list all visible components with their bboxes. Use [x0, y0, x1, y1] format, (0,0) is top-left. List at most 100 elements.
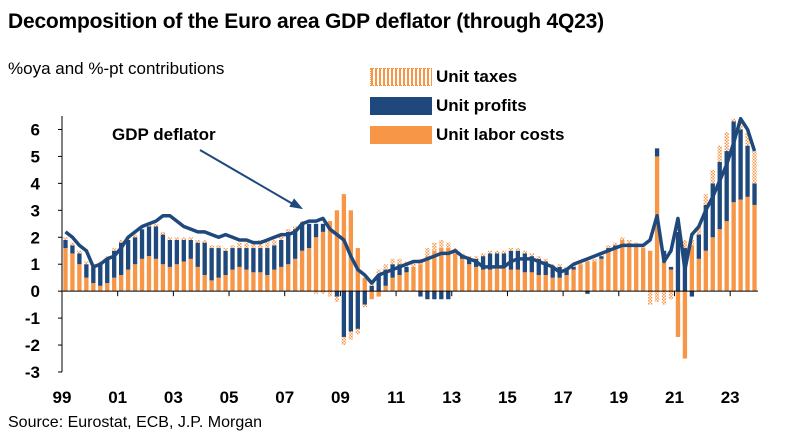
legend-item-taxes: Unit taxes: [370, 62, 564, 91]
bar-unit-labor-costs: [146, 256, 152, 292]
bar-unit-taxes: [341, 336, 347, 346]
bar-unit-profits: [160, 234, 166, 265]
bar-unit-labor-costs: [237, 266, 242, 292]
bar-unit-labor-costs: [84, 277, 89, 292]
bar-unit-profits: [63, 239, 68, 249]
bar-unit-taxes: [487, 250, 493, 254]
bar-unit-taxes: [446, 242, 451, 249]
bar-unit-labor-costs: [661, 256, 667, 292]
bar-unit-labor-costs: [501, 266, 507, 292]
bar-unit-profits: [237, 248, 242, 267]
bar-unit-labor-costs: [460, 258, 465, 292]
bar-unit-labor-costs: [376, 291, 381, 297]
bar-unit-profits: [167, 239, 173, 267]
bar-unit-labor-costs: [63, 248, 68, 292]
bar-unit-taxes: [202, 239, 207, 243]
bar-unit-labor-costs: [480, 269, 486, 292]
y-tick-label: 5: [31, 147, 40, 166]
legend-swatch-profits: [370, 96, 432, 115]
bar-unit-taxes: [334, 296, 340, 302]
bar-unit-labor-costs: [258, 272, 263, 292]
bar-unit-taxes: [425, 248, 430, 257]
x-tick-label: 19: [609, 388, 628, 407]
bar-unit-labor-costs: [216, 277, 221, 292]
bar-unit-taxes: [174, 237, 179, 240]
line-gdp-deflator: [64, 116, 757, 285]
bar-unit-taxes: [557, 264, 562, 267]
bar-unit-taxes: [230, 245, 235, 249]
bar-unit-labor-costs: [675, 291, 681, 337]
bar-unit-taxes: [160, 231, 166, 235]
bar-unit-profits: [494, 253, 500, 267]
legend-item-profits: Unit profits: [370, 91, 564, 120]
bar-unit-labor-costs: [731, 202, 736, 292]
bar-unit-taxes: [543, 258, 548, 262]
bar-unit-taxes: [480, 253, 486, 257]
bar-unit-profits: [696, 234, 701, 259]
bar-unit-labor-costs: [279, 266, 284, 292]
x-tick-label: 05: [220, 388, 239, 407]
bar-unit-labor-costs: [529, 272, 534, 292]
bar-unit-profits: [70, 245, 75, 254]
legend-label-profits: Unit profits: [436, 95, 527, 115]
bar-unit-profits: [362, 291, 367, 305]
bar-unit-taxes: [432, 242, 437, 251]
legend-swatch-taxes: [370, 67, 432, 86]
bar-unit-labor-costs: [668, 269, 674, 292]
bar-unit-profits: [717, 161, 722, 230]
bar-unit-taxes: [383, 264, 388, 270]
bar-unit-labor-costs: [599, 258, 604, 292]
bar-unit-labor-costs: [738, 199, 743, 292]
bar-unit-labor-costs: [230, 269, 235, 292]
bar-unit-taxes: [682, 239, 688, 249]
bar-unit-taxes: [717, 145, 722, 162]
bar-unit-profits: [439, 291, 444, 300]
bar-unit-profits: [195, 242, 200, 267]
bar-unit-labor-costs: [439, 248, 444, 292]
bar-unit-labor-costs: [244, 269, 249, 292]
bar-unit-taxes: [515, 248, 521, 251]
bar-unit-profits: [536, 258, 541, 275]
bar-unit-profits: [146, 226, 152, 257]
bar-unit-profits: [119, 242, 124, 275]
bar-unit-taxes: [251, 242, 256, 249]
bar-unit-taxes: [355, 328, 360, 335]
bar-unit-taxes: [112, 248, 117, 251]
bar-unit-taxes: [390, 258, 395, 265]
bar-unit-profits: [487, 253, 493, 270]
bar-unit-profits: [334, 291, 340, 297]
bar-unit-taxes: [209, 245, 214, 249]
x-tick-label: 21: [665, 388, 684, 407]
bar-unit-taxes: [522, 250, 527, 254]
bar-unit-taxes: [411, 261, 416, 267]
bar-unit-taxes: [613, 242, 618, 246]
bar-unit-labor-costs: [188, 258, 193, 292]
bar-unit-labor-costs: [383, 285, 388, 292]
x-tick-label: 13: [442, 388, 461, 407]
bar-unit-taxes: [327, 291, 333, 297]
bar-unit-profits: [98, 264, 103, 286]
x-tick-label: 01: [108, 388, 127, 407]
bar-unit-labor-costs: [745, 196, 750, 292]
bar-unit-labor-costs: [578, 264, 583, 292]
bar-unit-labor-costs: [160, 264, 166, 292]
bar-unit-labor-costs: [313, 237, 319, 292]
bar-unit-taxes: [397, 258, 402, 265]
bar-unit-profits: [77, 253, 82, 265]
bar-unit-labor-costs: [585, 261, 590, 292]
bar-unit-labor-costs: [641, 248, 646, 292]
bar-unit-labor-costs: [425, 256, 430, 292]
bar-unit-labor-costs: [306, 248, 312, 292]
bar-unit-profits: [522, 253, 527, 273]
bar-unit-profits: [418, 291, 423, 297]
bar-unit-labor-costs: [536, 274, 541, 292]
bar-unit-taxes: [195, 239, 200, 243]
bar-unit-profits: [654, 148, 660, 157]
bar-unit-profits: [91, 266, 96, 284]
bar-unit-labor-costs: [647, 250, 653, 292]
bar-unit-taxes: [627, 239, 632, 243]
bar-unit-taxes: [710, 169, 715, 184]
bar-unit-labor-costs: [689, 245, 695, 292]
bar-unit-profits: [299, 223, 305, 251]
